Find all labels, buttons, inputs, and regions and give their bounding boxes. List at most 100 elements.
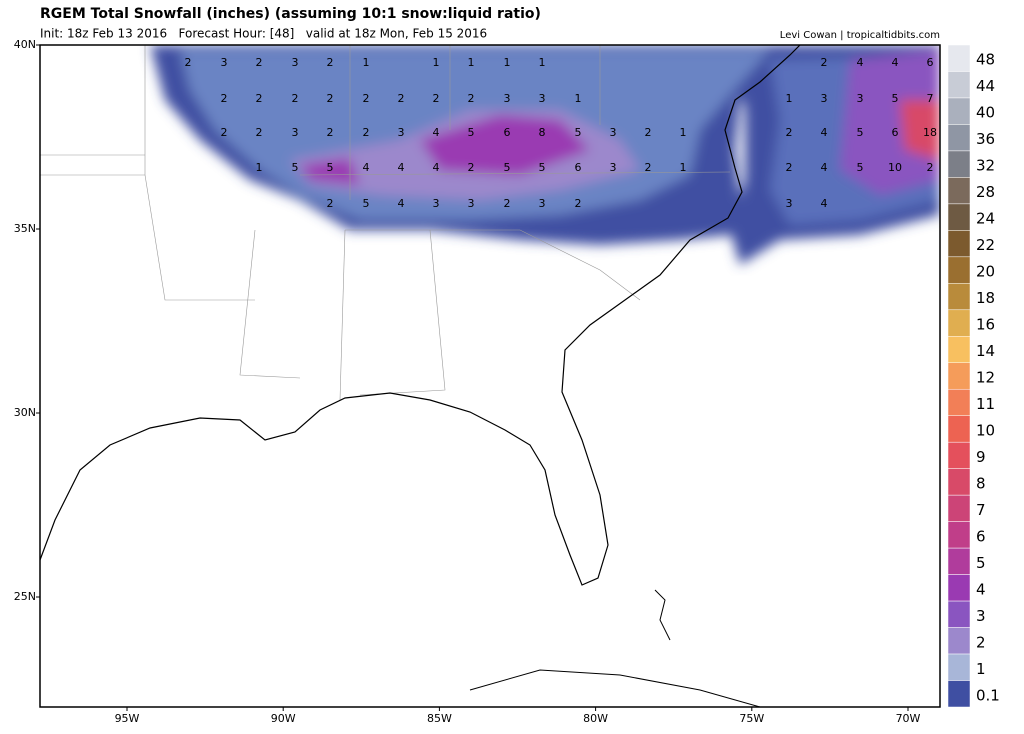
lat-label: 40N bbox=[14, 38, 36, 51]
snow-amount-label: 4 bbox=[433, 126, 440, 139]
colorbar-label: 2 bbox=[976, 633, 986, 651]
snow-amount-label: 3 bbox=[821, 92, 828, 105]
colorbar-swatch bbox=[947, 547, 971, 575]
snow-amount-label: 5 bbox=[857, 161, 864, 174]
colorbar-label: 28 bbox=[976, 183, 995, 201]
colorbar: 4844403632282422201816141211109876543210… bbox=[947, 44, 1000, 708]
colorbar-label: 18 bbox=[976, 289, 995, 307]
snow-amount-label: 10 bbox=[888, 161, 902, 174]
snow-amount-label: 1 bbox=[433, 56, 440, 69]
snow-amount-label: 1 bbox=[468, 56, 475, 69]
lon-label: 85W bbox=[427, 712, 452, 725]
snow-amount-label: 4 bbox=[821, 161, 828, 174]
snow-amount-label: 2 bbox=[821, 56, 828, 69]
colorbar-label: 48 bbox=[976, 51, 995, 69]
colorbar-swatch bbox=[947, 150, 971, 178]
snow-amount-label: 6 bbox=[927, 56, 934, 69]
colorbar-label: 7 bbox=[976, 501, 986, 519]
colorbar-label: 36 bbox=[976, 130, 995, 148]
snow-amount-label: 8 bbox=[539, 126, 546, 139]
colorbar-label: 16 bbox=[976, 316, 995, 334]
colorbar-label: 12 bbox=[976, 369, 995, 387]
colorbar-swatch bbox=[947, 521, 971, 549]
lon-label: 75W bbox=[739, 712, 764, 725]
snow-amount-label: 2 bbox=[256, 92, 263, 105]
snow-amount-label: 1 bbox=[539, 56, 546, 69]
colorbar-swatch bbox=[947, 362, 971, 390]
colorbar-label: 44 bbox=[976, 77, 995, 95]
colorbar-label: 24 bbox=[976, 210, 995, 228]
snow-amount-label: 3 bbox=[610, 161, 617, 174]
axes: 40N 35N 30N 25N 95W 90W 85W 80W 75W 70W bbox=[14, 38, 921, 725]
snow-amount-label: 2 bbox=[256, 56, 263, 69]
colorbar-swatch bbox=[947, 71, 971, 99]
colorbar-swatch bbox=[947, 256, 971, 284]
map-labels: 2 3 2 3 2 1 1 1 1 1 2 4 4 6 2 2 2 2 2 2 2 2 3 3 1 1 3 3 5 7 2 2 3 2 2 3 4 5 6 8… bbox=[185, 56, 938, 210]
title: RGEM Total Snowfall (inches) (assuming 1… bbox=[40, 6, 541, 22]
colorbar-swatch bbox=[947, 124, 971, 152]
snow-amount-label: 2 bbox=[221, 126, 228, 139]
snow-amount-label: 4 bbox=[398, 161, 405, 174]
snow-amount-label: 2 bbox=[363, 92, 370, 105]
colorbar-label: 40 bbox=[976, 104, 995, 122]
credit: Levi Cowan | tropicaltidbits.com bbox=[780, 30, 940, 41]
snow-amount-label: 1 bbox=[680, 126, 687, 139]
snow-amount-label: 3 bbox=[221, 56, 228, 69]
lon-label: 80W bbox=[583, 712, 608, 725]
lat-label: 30N bbox=[14, 406, 36, 419]
snow-amount-label: 2 bbox=[468, 92, 475, 105]
snow-amount-label: 4 bbox=[821, 126, 828, 139]
subtitle: Init: 18z Feb 13 2016 Forecast Hour: [48… bbox=[40, 27, 487, 41]
colorbar-swatch bbox=[947, 283, 971, 311]
snow-amount-label: 2 bbox=[433, 92, 440, 105]
colorbar-label: 32 bbox=[976, 157, 995, 175]
snow-amount-label: 2 bbox=[786, 161, 793, 174]
snow-amount-label: 3 bbox=[292, 126, 299, 139]
colorbar-swatch bbox=[947, 600, 971, 628]
map-layer: 2 3 2 3 2 1 1 1 1 1 2 4 4 6 2 2 2 2 2 2 2 2 3 3 1 1 3 3 5 7 2 2 3 2 2 3 4 5 6 8… bbox=[40, 45, 940, 707]
snow-amount-label: 5 bbox=[857, 126, 864, 139]
snow-amount-label: 2 bbox=[327, 197, 334, 210]
bahamas bbox=[654, 589, 671, 641]
snow-amount-label: 1 bbox=[680, 161, 687, 174]
snow-amount-label: 4 bbox=[821, 197, 828, 210]
snow-amount-label: 2 bbox=[645, 126, 652, 139]
colorbar-swatch bbox=[947, 653, 971, 681]
lon-label: 90W bbox=[271, 712, 296, 725]
snow-amount-label: 5 bbox=[327, 161, 334, 174]
coastline bbox=[40, 45, 801, 586]
snow-amount-label: 2 bbox=[327, 126, 334, 139]
colorbar-swatch bbox=[947, 177, 971, 205]
snow-amount-label: 5 bbox=[363, 197, 370, 210]
snow-amount-label: 4 bbox=[857, 56, 864, 69]
lon-label: 95W bbox=[115, 712, 140, 725]
snow-amount-label: 4 bbox=[398, 197, 405, 210]
colorbar-swatch bbox=[947, 309, 971, 337]
lat-label: 35N bbox=[14, 222, 36, 235]
snow-amount-label: 2 bbox=[256, 126, 263, 139]
snow-amount-label: 2 bbox=[292, 92, 299, 105]
snow-amount-label: 4 bbox=[363, 161, 370, 174]
colorbar-label: 11 bbox=[976, 395, 995, 413]
colorbar-label: 14 bbox=[976, 342, 995, 360]
colorbar-label: 1 bbox=[976, 660, 986, 678]
snow-amount-label: 7 bbox=[927, 92, 934, 105]
colorbar-label: 9 bbox=[976, 448, 986, 466]
snow-amount-label: 5 bbox=[292, 161, 299, 174]
snow-amount-label: 3 bbox=[786, 197, 793, 210]
colorbar-swatch bbox=[947, 468, 971, 496]
colorbar-swatch bbox=[947, 388, 971, 416]
colorbar-swatch bbox=[947, 680, 971, 708]
snow-amount-label: 4 bbox=[433, 161, 440, 174]
snow-amount-label: 2 bbox=[645, 161, 652, 174]
snow-amount-label: 5 bbox=[575, 126, 582, 139]
colorbar-label: 4 bbox=[976, 580, 986, 598]
snow-amount-label: 3 bbox=[857, 92, 864, 105]
snow-amount-label: 3 bbox=[504, 92, 511, 105]
snow-amount-label: 3 bbox=[433, 197, 440, 210]
snow-amount-label: 2 bbox=[363, 126, 370, 139]
colorbar-swatch bbox=[947, 441, 971, 469]
snow-amount-label: 5 bbox=[504, 161, 511, 174]
